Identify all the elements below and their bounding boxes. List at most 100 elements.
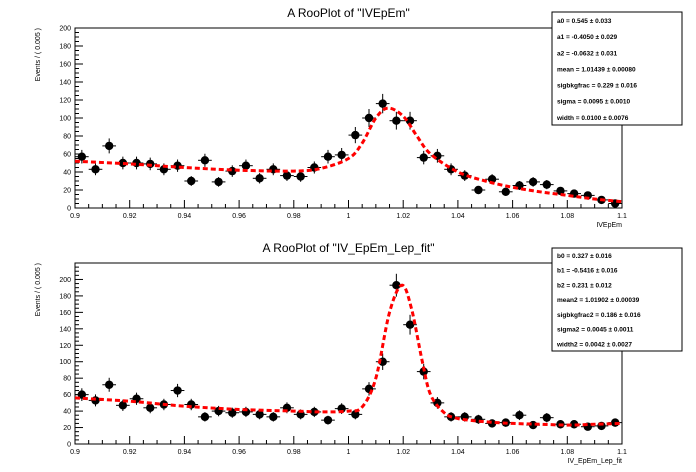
x-tick-label: 1.06 [506,449,520,456]
fit-parameter-error: ± 0.016 [596,268,618,275]
data-marker [200,412,210,422]
data-marker [392,116,401,125]
data-marker [474,185,483,195]
data-marker [146,403,155,412]
x-tick-label: 0.94 [178,213,192,220]
x-tick-label: 0.9 [70,213,80,220]
data-marker [501,187,510,196]
fit-parameters-box: a0 = 0.545 ± 0.033 a1 = -0.4050 ± 0.029 a2… [551,11,683,126]
x-tick-label: 0.92 [123,213,137,220]
data-point [553,186,568,196]
fit-parameter: sigbkgfrac2 = 0.186 ± 0.016 [557,312,641,319]
fit-parameter-label: a1 = [557,34,572,41]
y-tick-label: 80 [63,376,71,383]
fit-parameter: a2 = -0.0632 ± 0.031 [557,50,618,57]
fit-parameter-label: sigma2 = [557,327,587,334]
data-marker [405,116,415,125]
x-tick-label: 0.94 [178,449,192,456]
data-marker [104,141,114,151]
fit-parameter-value: 0.545 [572,18,590,25]
data-point [225,407,240,418]
y-tick-label: 60 [63,152,71,159]
x-tick-label: 0.9 [70,449,80,456]
y-tick-label: 20 [63,425,71,432]
chart-title: A RooPlot of "IVEpEm" [287,6,410,20]
y-tick-label: 140 [59,80,71,87]
data-marker [77,152,87,161]
x-tick-label: 1 [347,213,351,220]
data-marker [104,380,114,389]
fit-parameter-error: ± 0.016 [619,312,641,319]
x-tick-label: 1.1 [617,213,627,220]
data-point [211,177,226,187]
data-marker [542,180,551,189]
fit-parameter-label: a2 = [557,50,572,57]
data-marker [214,177,223,187]
fit-parameter-error: ± 0.012 [590,282,612,289]
data-marker [296,172,305,181]
fit-parameter: b1 = -0.5416 ± 0.016 [557,268,618,275]
y-tick-label: 0 [67,442,71,449]
fit-curve [74,283,623,427]
data-point [416,150,431,165]
y-tick-label: 140 [59,326,71,333]
data-point [498,187,513,196]
data-marker [269,412,278,422]
y-tick-label: 160 [59,62,71,69]
x-axis-title: IVEpEm [596,222,622,229]
data-marker [310,407,319,417]
fit-parameter-value: -0.0632 [572,50,596,57]
data-marker [118,401,128,410]
fit-parameter-value: 0.229 [597,83,615,90]
data-marker [241,161,251,170]
data-marker [351,130,360,140]
data-marker [528,177,538,187]
y-tick-label: 160 [59,310,71,317]
x-tick-label: 0.92 [123,449,137,456]
fit-parameter-label: b2 = [557,282,572,289]
x-tick-label: 1.1 [617,449,627,456]
data-marker [91,165,100,174]
data-point [88,163,103,176]
data-point [471,185,486,195]
y-axis-title: Events / ( 0.005 ) [35,263,42,316]
data-point [102,377,117,392]
x-tick-label: 0.98 [287,449,301,456]
y-tick-label: 20 [63,188,71,195]
x-tick-label: 1.02 [396,213,410,220]
y-tick-label: 100 [59,359,71,366]
data-point [526,177,540,187]
y-tick-label: 120 [59,343,71,350]
data-point [403,314,417,335]
data-point [389,111,404,130]
data-point [266,412,281,422]
fit-parameter-value: -0.4050 [572,34,596,41]
stats-box-frame [551,247,683,352]
fit-parameter-value: 0.0042 [585,341,607,348]
fit-parameter-label: a0 = [557,18,572,25]
data-marker [282,171,292,180]
data-marker [337,150,346,160]
fit-parameter-error: ± 0.029 [596,34,618,41]
data-point [116,399,130,411]
x-tick-label: 1.04 [451,449,465,456]
fit-parameter-error: ± 0.033 [590,18,612,25]
fit-parameter-label: mean2 = [557,297,585,304]
y-tick-label: 180 [59,44,71,51]
data-point [362,109,376,127]
y-tick-label: 0 [67,206,71,213]
fit-parameter-value: 1.01439 [581,66,606,73]
data-point [170,383,185,398]
fit-parameter: a0 = 0.545 ± 0.033 [557,18,612,25]
fit-parameter-value: 0.327 [572,253,590,260]
fit-parameter-label: b0 = [557,253,572,260]
stats-box-frame [551,11,683,126]
data-marker [515,411,524,420]
data-point [198,412,212,422]
data-marker [351,410,360,419]
x-tick-label: 1.04 [451,213,465,220]
chart-panel-2: A RooPlot of "IV_EpEm_Lep_fit" 0.9 0.92 0.9… [35,241,683,465]
fit-parameter-label: sigma = [557,99,583,106]
fit-parameter-label: sigbkgfrac2 = [557,312,601,319]
